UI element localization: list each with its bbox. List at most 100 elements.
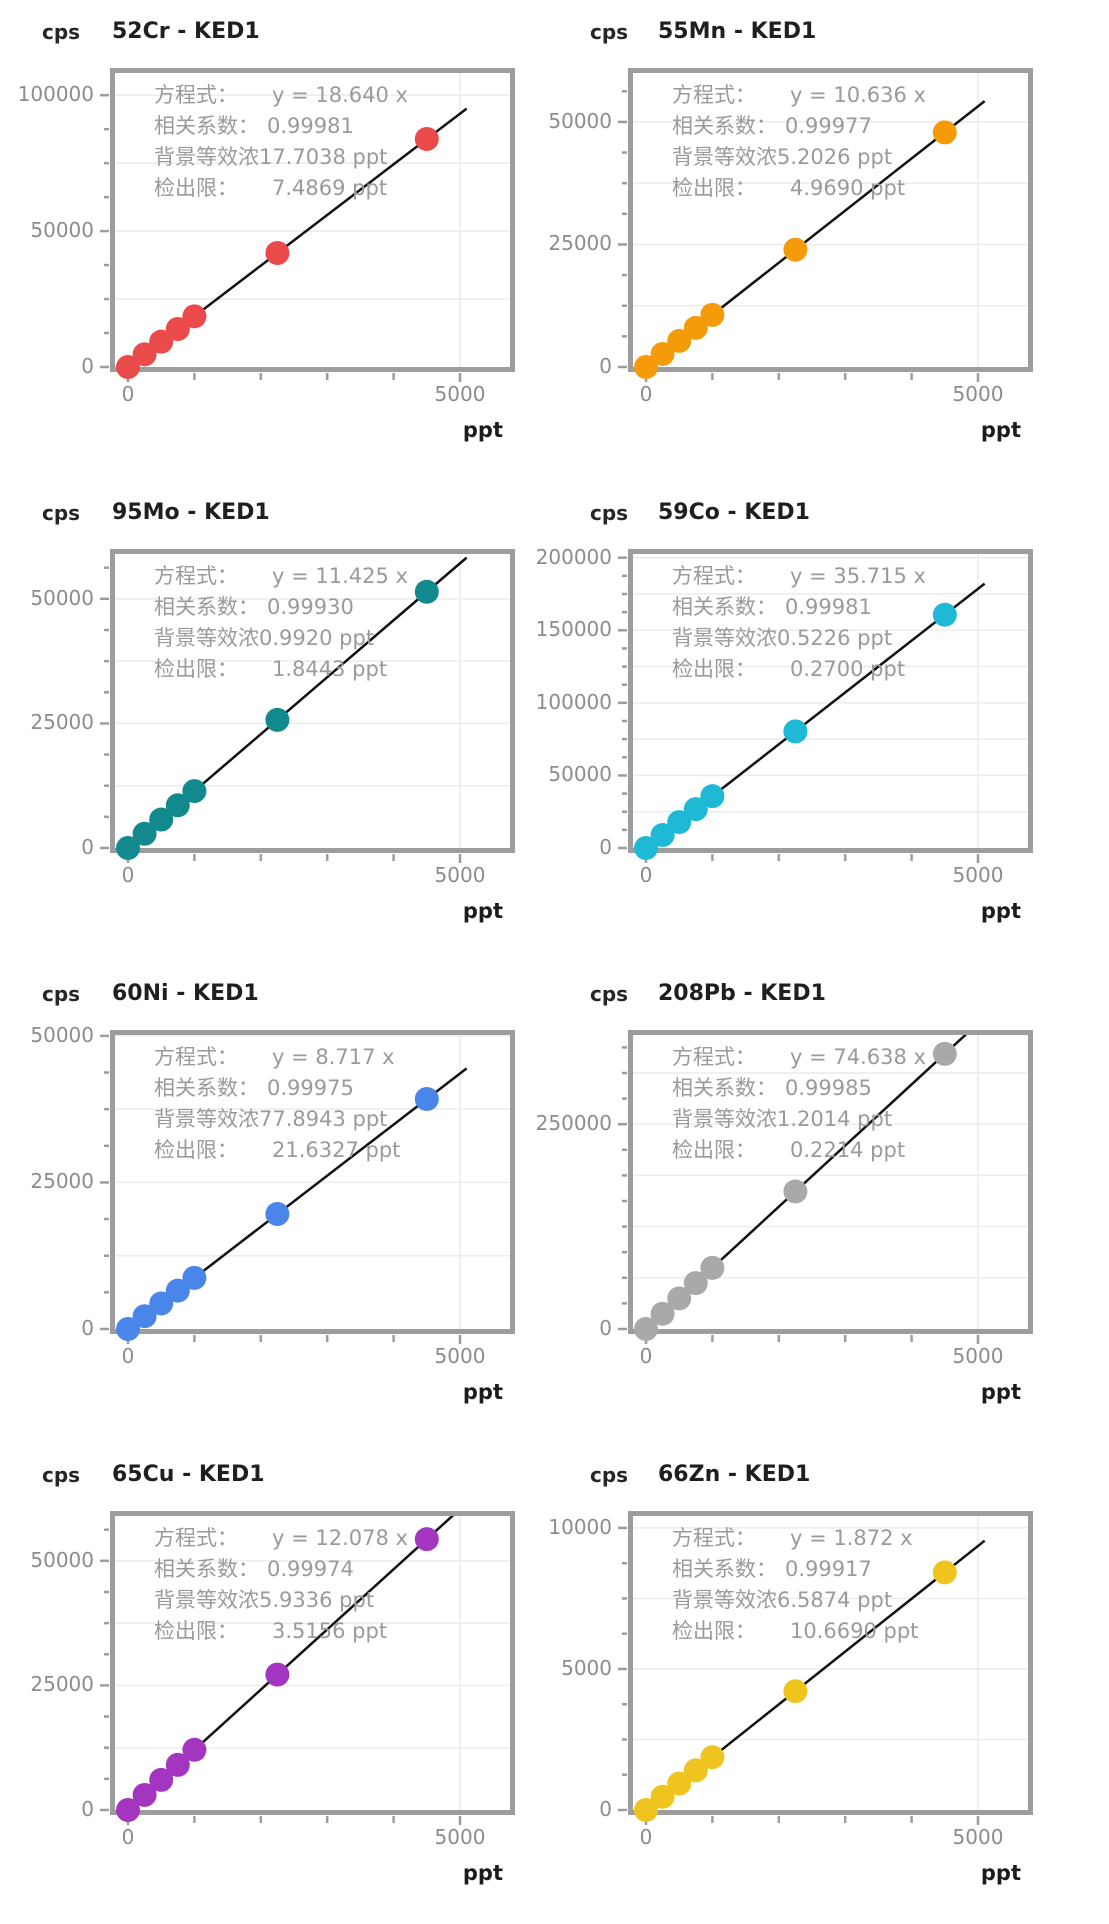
data-point [683,315,708,340]
bec-value: 0.5226 ppt [777,626,893,650]
correlation-row: 相关系数： 0.99930 [154,592,408,623]
bec-value: 5.2026 ppt [777,145,893,169]
y-tick-label: 100000 [535,689,612,714]
bec-value: 0.9920 ppt [259,626,375,650]
plot-area: 方程式： y = 35.715 x 相关系数： 0.99981 背景等效浓 0.522… [618,549,1033,863]
detection-limit-label: 检出限： [672,1619,756,1643]
data-point [132,1782,157,1807]
chart-canvas [618,1511,1033,1825]
x-tick-label: 5000 [434,1344,486,1368]
plot-border [110,1511,515,1815]
data-point [149,1767,174,1792]
data-point [667,1771,692,1796]
equation-value: y = 74.638 x [790,1045,926,1069]
data-point [116,836,140,860]
equation-value: y = 10.636 x [790,83,926,107]
correlation-value: 0.99917 [785,1557,872,1581]
y-tick-label: 250000 [535,1111,612,1136]
y-tick-label: 50000 [30,218,94,243]
correlation-row: 相关系数： 0.99974 [154,1554,408,1585]
chart-title: 208Pb - KED1 [658,981,826,1006]
detection-limit-label: 检出限： [672,176,756,200]
data-point [700,784,725,809]
detection-limit-row: 检出限： 3.5156 ppt [154,1616,408,1647]
chart-canvas [100,1511,515,1825]
annotation-block: 方程式： y = 18.640 x 相关系数： 0.99981 背景等效浓 17.70… [154,80,408,204]
bec-row: 背景等效浓 5.2026 ppt [672,142,926,173]
y-tick-label: 25000 [30,1169,94,1194]
data-point [634,1317,658,1341]
x-tick-label: 0 [121,1825,135,1849]
data-point [634,1798,658,1822]
chart-title: 52Cr - KED1 [112,19,260,44]
data-point [116,355,140,379]
correlation-row: 相关系数： 0.99917 [672,1554,918,1585]
data-point [414,1087,439,1112]
chart-canvas [100,68,515,382]
detection-limit-value: 21.6327 ppt [272,1138,401,1162]
plot-area: 方程式： y = 1.872 x 相关系数： 0.99917 背景等效浓 6.5874… [618,1511,1033,1825]
detection-limit-value: 3.5156 ppt [272,1619,388,1643]
plot-border [110,549,515,853]
plot-area: 方程式： y = 12.078 x 相关系数： 0.99974 背景等效浓 5.933… [100,1511,515,1825]
data-point [700,1745,725,1770]
data-point [932,1041,957,1066]
x-tick-label: 5000 [434,382,486,406]
x-tick-label: 0 [121,1344,135,1368]
plot-border [628,1511,1033,1815]
detection-limit-row: 检出限： 0.2214 ppt [672,1135,926,1166]
correlation-label: 相关系数： [154,1076,259,1100]
equation-row: 方程式： y = 8.717 x [154,1042,400,1073]
bec-row: 背景等效浓 0.9920 ppt [154,623,408,654]
data-point [414,1527,439,1552]
data-point [182,779,207,804]
y-tick-label: 150000 [535,617,612,642]
correlation-value: 0.99981 [785,595,872,619]
detection-limit-label: 检出限： [672,1138,756,1162]
data-point [932,120,957,145]
equation-row: 方程式： y = 35.715 x [672,561,926,592]
data-point [182,1265,207,1290]
bec-label: 背景等效浓 [672,1107,777,1131]
calibration-chart-cell: cps 60Ni - KED1 方程式： y = 8.717 x 相关系数： 0.9… [0,962,554,1443]
data-point [265,240,290,265]
data-point [265,707,290,732]
bec-label: 背景等效浓 [672,145,777,169]
chart-canvas [618,68,1033,382]
y-tick-label: 0 [599,1797,612,1821]
correlation-label: 相关系数： [672,114,777,138]
equation-label: 方程式： [672,1526,756,1550]
plot-border [110,68,515,372]
equation-label: 方程式： [672,83,756,107]
y-axis-unit-label: cps [590,501,629,525]
correlation-value: 0.99981 [267,114,354,138]
bec-label: 背景等效浓 [154,1107,259,1131]
data-point [165,793,190,818]
x-tick-label: 5000 [434,1825,486,1849]
data-point [683,1758,708,1783]
x-tick-label: 5000 [952,1825,1004,1849]
data-point [700,302,725,327]
bec-value: 1.2014 ppt [777,1107,893,1131]
bec-label: 背景等效浓 [154,626,259,650]
detection-limit-label: 检出限： [154,1619,238,1643]
data-point [700,1255,725,1280]
data-point [650,341,675,366]
plot-area: 方程式： y = 8.717 x 相关系数： 0.99975 背景等效浓 77.894… [100,1030,515,1344]
annotation-block: 方程式： y = 12.078 x 相关系数： 0.99974 背景等效浓 5.933… [154,1523,408,1647]
detection-limit-value: 7.4869 ppt [272,176,388,200]
y-tick-label: 0 [599,354,612,378]
y-tick-label: 25000 [30,710,94,735]
data-point [132,342,157,367]
plot-area: 方程式： y = 11.425 x 相关系数： 0.99930 背景等效浓 0.992… [100,549,515,863]
equation-label: 方程式： [672,564,756,588]
y-axis-unit-label: cps [590,20,629,44]
data-point [132,821,157,846]
data-point [165,1752,190,1777]
calibration-chart-cell: cps 52Cr - KED1 方程式： y = 18.640 x 相关系数： 0.… [0,0,554,481]
x-tick-label: 5000 [952,863,1004,887]
plot-border [628,549,1033,853]
equation-row: 方程式： y = 1.872 x [672,1523,918,1554]
y-tick-label: 0 [81,354,94,378]
